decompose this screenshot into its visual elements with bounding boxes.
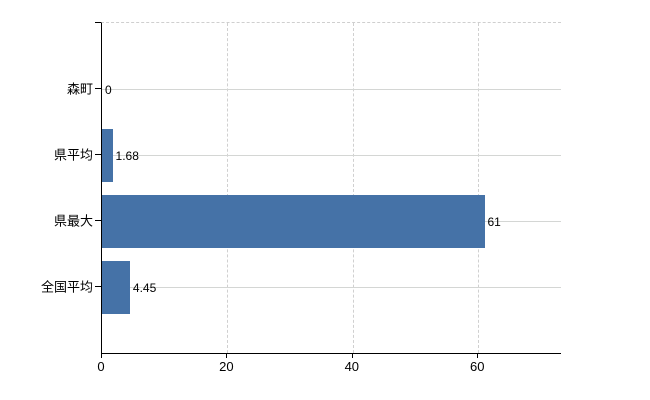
y-axis-tick — [95, 88, 101, 89]
y-axis-tick — [95, 22, 101, 23]
horizontal-gridline — [102, 155, 561, 156]
data-label: 4.45 — [132, 281, 157, 295]
plot-area: 0 1.68 61 4.45 — [101, 22, 561, 354]
vertical-gridline — [478, 23, 480, 353]
vertical-gridline — [352, 23, 354, 353]
bar — [102, 260, 130, 314]
x-tick-label: 40 — [344, 359, 360, 374]
bar — [102, 194, 485, 248]
y-axis-tick — [95, 220, 101, 221]
category-label: 県平均 — [53, 147, 93, 163]
data-label: 0 — [105, 83, 112, 97]
category-label: 森町 — [66, 81, 93, 97]
horizontal-gridline — [102, 89, 561, 90]
bar — [102, 128, 113, 182]
vertical-gridline — [227, 23, 229, 353]
x-tick-label: 20 — [219, 359, 234, 374]
data-label: 1.68 — [115, 149, 139, 163]
y-axis-tick — [95, 154, 101, 155]
x-axis-tick — [477, 353, 479, 358]
y-axis-tick — [95, 286, 101, 287]
category-label: 全国平均 — [40, 279, 93, 295]
x-axis-tick — [351, 353, 353, 358]
x-tick-label: 0 — [97, 359, 105, 374]
x-axis-tick — [101, 353, 102, 358]
data-label: 61 — [487, 215, 501, 229]
x-tick-label: 60 — [469, 359, 485, 374]
horizontal-gridline — [102, 287, 561, 288]
category-label: 県最大 — [53, 213, 93, 229]
x-axis-tick — [226, 353, 228, 358]
